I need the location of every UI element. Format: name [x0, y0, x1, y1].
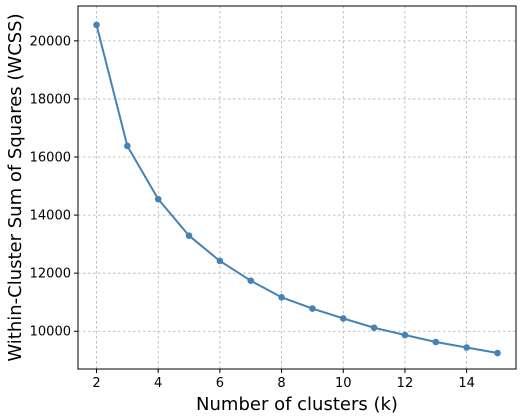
y-tick-label: 10000 [30, 325, 71, 340]
plot-frame [77, 5, 517, 370]
data-point [432, 338, 440, 346]
data-point [494, 349, 501, 357]
data-point [339, 315, 347, 322]
x-tick-label: 8 [277, 376, 285, 391]
series-line [95, 24, 498, 355]
data-point [309, 305, 316, 312]
data-point [93, 21, 100, 29]
x-tick-label: 10 [335, 376, 352, 391]
data-point [185, 232, 193, 240]
y-axis: 10000 12000 14000 16000 18000 20000 [30, 34, 78, 340]
y-tick-label: 20000 [30, 34, 71, 49]
data-point [154, 195, 162, 203]
y-axis-title: Within-Cluster Sum of Squares (WCSS) [5, 13, 26, 361]
data-point [463, 344, 470, 351]
y-tick-label: 16000 [30, 151, 71, 166]
x-tick-label: 14 [458, 376, 475, 391]
x-tick-label: 6 [216, 376, 224, 391]
series-wcss [93, 21, 501, 357]
data-point [124, 142, 131, 150]
x-tick-label: 12 [397, 376, 414, 391]
data-point [370, 324, 378, 332]
y-tick-label: 12000 [30, 267, 71, 282]
data-point [401, 331, 409, 339]
data-point [216, 257, 224, 265]
grid [78, 6, 516, 369]
y-tick-label: 14000 [30, 209, 71, 224]
data-point [278, 293, 285, 301]
y-tick-label: 18000 [30, 92, 71, 107]
x-axis: 2 4 6 8 10 12 14 [92, 369, 475, 391]
data-point [247, 277, 255, 285]
x-tick-label: 4 [154, 376, 162, 391]
x-axis-title: Number of clusters (k) [196, 394, 398, 415]
x-tick-label: 2 [92, 376, 100, 391]
